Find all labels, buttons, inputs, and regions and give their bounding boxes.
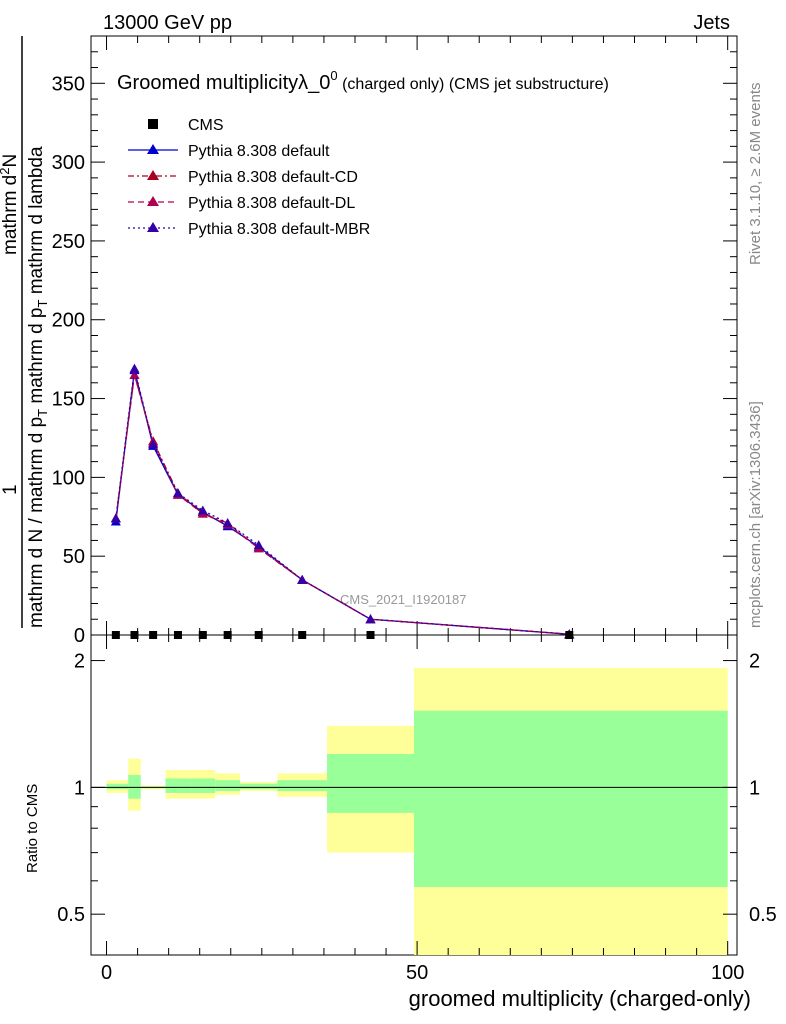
legend-label: Pythia 8.308 default [188,143,330,160]
ratio-y-tick-label-right: 2 [749,651,760,673]
cms-point [198,631,207,639]
legend-label: Pythia 8.308 default-CD [188,169,358,186]
series-marker [222,518,233,528]
series-marker [172,488,183,498]
series-marker [365,614,376,624]
ratio-band-green [128,774,141,799]
legend-marker [148,119,158,129]
header-left: 13000 GeV pp [103,12,232,34]
series-marker [110,513,121,523]
main-y-tick-label: 250 [52,231,85,253]
cms-point [298,631,307,639]
main-y-tick-label: 300 [52,152,85,174]
legend-marker [147,170,159,180]
x-tick-label: 50 [406,962,428,984]
main-y-tick-label: 350 [52,73,85,95]
series-marker [197,505,208,515]
main-y-tick-label: 200 [52,310,85,332]
cms-point [565,631,574,639]
ratio-y-tick-label: 1 [74,777,85,799]
ratio-band-green [327,754,414,813]
cms-point [254,631,263,639]
cms-point [149,631,158,639]
cms-point [130,631,139,639]
ratio-ylabel: Ratio to CMS [24,784,41,873]
series-marker [297,574,308,584]
legend-label: Pythia 8.308 default-MBR [188,221,370,238]
series-lines [110,363,575,639]
ratio-band-green [190,778,216,793]
main-title: Groomed multiplicityλ_00 (charged only) … [117,68,609,94]
ratio-y-tick-label-right: 0.5 [749,904,777,926]
x-tick-label: 0 [101,962,112,984]
cms-point [223,631,232,639]
legend-marker [147,144,159,154]
main-y-tick-label: 0 [74,625,85,647]
rivet-label: Rivet 3.1.10, ≥ 2.6M events [747,83,764,266]
ratio-y-tick-label: 2 [74,651,85,673]
header-right: Jets [693,12,730,34]
series-marker [253,540,264,550]
ratio-bands [91,668,737,955]
cms-point [366,631,375,639]
main-ylabel: mathrm d N / mathrm d pT mathrm d pT mat… [0,36,50,628]
ratio-band-green [277,780,328,792]
legend: CMS Pythia 8.308 default Pythia 8.308 defa… [128,117,370,238]
main-y-tick-label: 100 [52,467,85,489]
legend-marker [147,222,159,232]
series-line [115,374,570,635]
svg-text:mathrm d2N: mathrm d2N [0,154,21,255]
x-axis-label: groomed multiplicity (charged-only) [409,986,751,1011]
series-marker [148,439,159,449]
legend-marker [147,196,159,206]
mcplots-label: mcplots.cern.ch [arXiv:1306.3436] [747,401,764,628]
svg-text:mathrm d N / mathrm d pT mathr: mathrm d N / mathrm d pT mathrm d pT mat… [26,146,50,628]
legend-label: Pythia 8.308 default-DL [188,195,355,212]
x-tick-label: 100 [711,962,744,984]
ratio-band-green [215,780,241,792]
cms-point [111,631,120,639]
ratio-y-tick-label-right: 1 [749,777,760,799]
ratio-band-green [240,783,278,790]
legend-label: CMS [188,117,224,134]
svg-text:1: 1 [0,484,21,495]
series-marker [129,369,140,379]
main-y-tick-label: 50 [63,546,85,568]
cms-point [173,631,182,639]
main-y-tick-label: 150 [52,389,85,411]
cms-points [111,631,574,639]
ratio-band-green [165,778,191,793]
series-marker [129,363,140,373]
ratio-y-tick-label: 0.5 [57,904,85,926]
watermark: CMS_2021_I1920187 [340,592,467,607]
ratio-band-green [106,783,129,790]
ratio-band-green [414,710,728,888]
